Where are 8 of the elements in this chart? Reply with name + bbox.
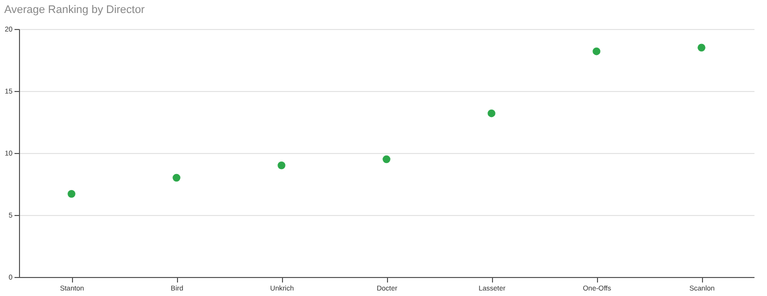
point <box>382 155 390 164</box>
point <box>698 44 706 52</box>
point <box>278 162 286 170</box>
chart-title: Average Ranking by Director <box>4 4 145 16</box>
point <box>68 190 76 198</box>
point <box>592 47 600 56</box>
point <box>172 174 180 182</box>
point <box>488 109 496 118</box>
